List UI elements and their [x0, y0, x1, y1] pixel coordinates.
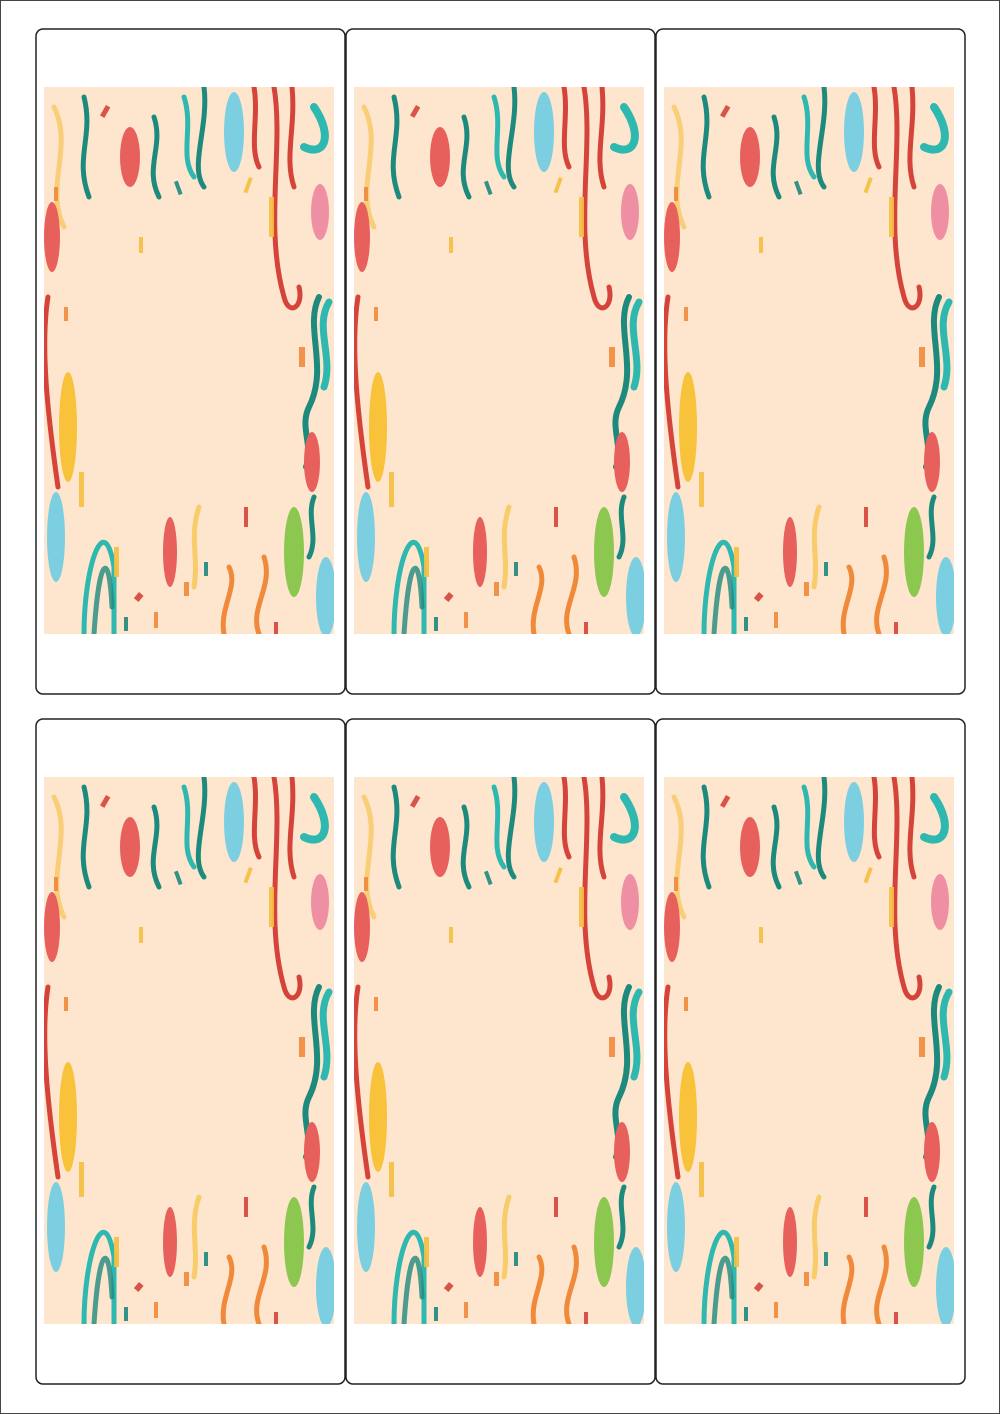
card-decoration	[664, 777, 956, 1327]
cards	[35, 28, 966, 1385]
card-decoration	[354, 777, 646, 1327]
card-decoration	[44, 87, 336, 637]
card-decoration	[354, 87, 646, 637]
card-decoration	[44, 777, 336, 1327]
card-decoration	[664, 87, 956, 637]
